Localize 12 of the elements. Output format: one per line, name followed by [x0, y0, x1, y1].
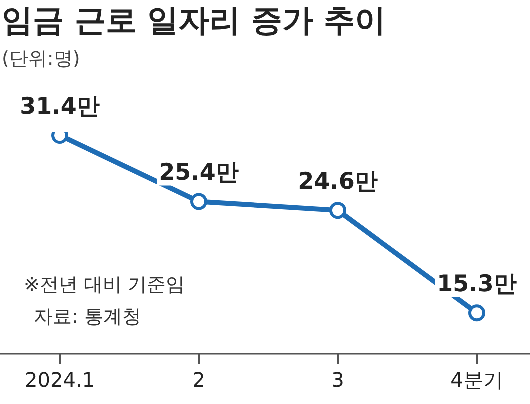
- x-tick-label: 3: [332, 368, 344, 392]
- chart-subtitle: (단위:명): [2, 47, 80, 72]
- annotation: 자료: 통계청: [34, 305, 142, 330]
- annotation: ※전년 대비 기준임: [24, 273, 185, 298]
- data-label: 24.6만: [298, 169, 378, 196]
- x-tick-label: 2: [192, 368, 206, 392]
- data-label: 15.3만: [437, 272, 517, 298]
- chart-title: 임금 근로 일자리 증가 추이: [2, 2, 386, 41]
- data-label: 31.4만: [20, 94, 100, 120]
- x-tick-label: 4분기: [450, 368, 504, 392]
- data-label: 25.4만: [159, 160, 239, 186]
- x-tick-label: 2024.1: [25, 368, 95, 392]
